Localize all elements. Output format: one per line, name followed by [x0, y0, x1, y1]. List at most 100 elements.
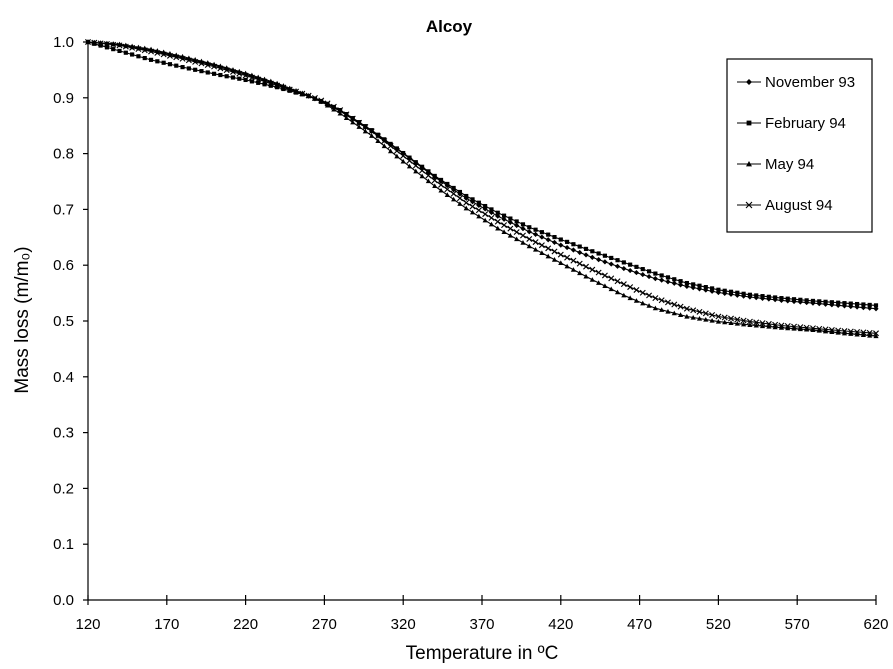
- data-point: [576, 260, 583, 267]
- series-line: [87, 41, 877, 334]
- data-point: [463, 205, 469, 211]
- data-point: [218, 72, 223, 78]
- data-point: [822, 328, 829, 334]
- data-point: [110, 41, 117, 48]
- data-point: [330, 103, 337, 110]
- data-point: [690, 314, 696, 320]
- data-point: [759, 323, 766, 329]
- data-point: [343, 111, 350, 118]
- data-point: [829, 329, 835, 335]
- data-point: [400, 158, 406, 164]
- data-point: [476, 200, 481, 205]
- data-point: [784, 323, 791, 330]
- data-point: [671, 310, 677, 316]
- data-point: [646, 303, 652, 308]
- data-point: [426, 169, 431, 174]
- data-point: [620, 281, 627, 288]
- data-point: [615, 258, 620, 263]
- data-point: [722, 290, 728, 297]
- y-tick-label: 0.1: [53, 536, 74, 553]
- data-point: [855, 301, 860, 307]
- x-tick-label: 420: [548, 616, 573, 633]
- data-point: [482, 211, 489, 218]
- data-point: [173, 54, 180, 61]
- data-point: [791, 297, 797, 302]
- data-point: [356, 119, 363, 126]
- data-point: [154, 49, 161, 56]
- data-point: [690, 307, 697, 314]
- data-point: [722, 319, 728, 325]
- data-point: [286, 86, 293, 93]
- data-point: [198, 60, 205, 67]
- data-point: [545, 245, 552, 252]
- data-point: [192, 58, 199, 65]
- data-point: [212, 71, 217, 76]
- data-point: [703, 316, 709, 322]
- data-point: [275, 85, 280, 90]
- data-point: [602, 259, 608, 265]
- data-point: [665, 279, 671, 285]
- data-point: [841, 330, 848, 336]
- series-line: [87, 41, 877, 306]
- data-point: [804, 298, 809, 303]
- legend-item: August 94: [737, 197, 833, 214]
- data-point: [785, 296, 790, 301]
- data-point: [564, 244, 570, 251]
- data-point: [728, 315, 734, 322]
- data-point: [558, 260, 564, 266]
- data-point: [565, 239, 570, 244]
- data-point: [596, 257, 602, 263]
- data-point: [179, 55, 186, 62]
- data-point: [747, 294, 753, 300]
- data-point: [527, 225, 532, 230]
- data-point: [715, 318, 721, 324]
- data-point: [867, 302, 872, 308]
- data-point: [337, 110, 343, 116]
- data-point: [873, 330, 879, 337]
- legend-label: November 93: [765, 74, 855, 91]
- y-axis-label: Mass loss (m/m₀): [12, 246, 33, 393]
- data-point: [318, 99, 324, 104]
- data-point: [728, 320, 734, 325]
- series-line: [87, 41, 877, 337]
- data-point: [614, 289, 621, 295]
- data-point: [740, 317, 747, 324]
- data-point: [401, 150, 406, 156]
- data-point: [697, 283, 702, 288]
- data-point: [709, 311, 716, 318]
- data-point: [135, 46, 142, 53]
- data-point: [223, 67, 230, 74]
- data-point: [557, 251, 564, 258]
- data-point: [772, 324, 778, 330]
- data-point: [696, 315, 703, 321]
- data-point: [413, 160, 418, 165]
- data-point: [652, 275, 658, 282]
- data-point: [602, 253, 608, 258]
- data-point: [684, 280, 689, 286]
- data-point: [873, 333, 879, 339]
- data-point: [601, 272, 608, 279]
- data-point: [778, 322, 785, 329]
- data-point: [394, 153, 400, 159]
- data-point: [464, 193, 469, 199]
- data-point: [337, 107, 344, 114]
- data-point: [236, 70, 243, 77]
- data-point: [293, 88, 300, 95]
- data-point: [797, 326, 803, 332]
- data-point: [519, 232, 526, 239]
- data-point: [545, 253, 551, 259]
- x-tick-label: 520: [706, 616, 731, 633]
- data-point: [627, 267, 633, 274]
- data-point: [817, 299, 822, 304]
- data-point: [551, 248, 558, 255]
- data-point: [658, 297, 665, 304]
- data-point: [646, 292, 653, 299]
- data-point: [608, 286, 614, 292]
- data-point: [488, 221, 495, 227]
- data-point: [803, 324, 810, 331]
- legend-label: May 94: [765, 156, 814, 173]
- data-point: [627, 295, 633, 301]
- data-point: [425, 178, 432, 184]
- x-axis-label: Temperature in ºC: [406, 643, 559, 664]
- data-point: [785, 325, 791, 331]
